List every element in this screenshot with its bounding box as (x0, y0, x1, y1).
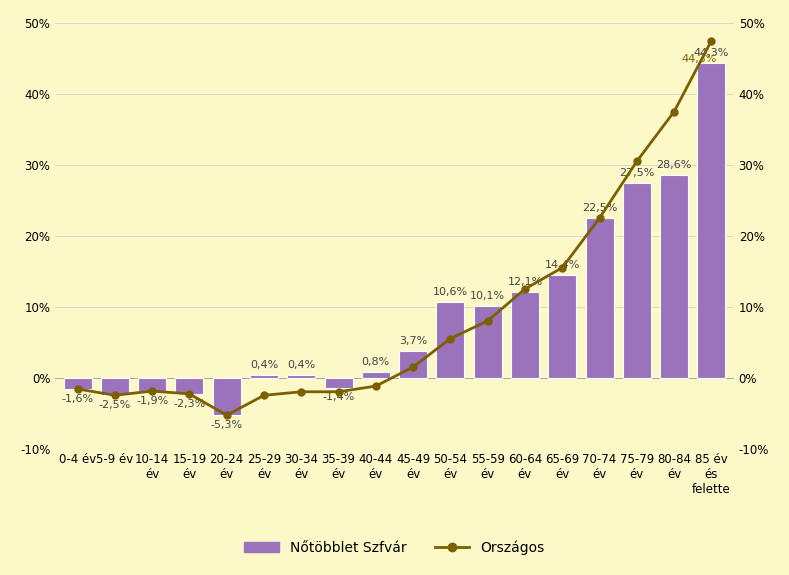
Text: -1,9%: -1,9% (136, 396, 168, 406)
Bar (138, 378, 166, 391)
Bar (660, 175, 688, 378)
Text: 22,5%: 22,5% (581, 203, 617, 213)
Bar (362, 372, 390, 378)
Legend: Nőtöbblet Szfvár, Országos: Nőtöbblet Szfvár, Országos (239, 535, 550, 561)
Text: -2,5%: -2,5% (99, 400, 131, 411)
Text: 14,4%: 14,4% (544, 260, 580, 270)
Bar (511, 292, 539, 378)
Bar (250, 375, 278, 378)
Text: 28,6%: 28,6% (656, 160, 692, 170)
Bar (473, 306, 502, 378)
Text: -2,3%: -2,3% (174, 399, 206, 409)
Text: -5,3%: -5,3% (211, 420, 243, 430)
Bar (585, 218, 614, 378)
Bar (436, 302, 465, 378)
Bar (101, 378, 129, 396)
Bar (697, 63, 725, 378)
Text: 10,6%: 10,6% (433, 288, 468, 297)
Bar (213, 378, 241, 415)
Bar (287, 375, 316, 378)
Bar (399, 351, 427, 378)
Text: 0,4%: 0,4% (250, 360, 279, 370)
Text: 10,1%: 10,1% (470, 291, 505, 301)
Text: 44,3%: 44,3% (682, 54, 717, 64)
Bar (64, 378, 92, 389)
Text: 0,4%: 0,4% (287, 360, 316, 370)
Text: 3,7%: 3,7% (399, 336, 428, 346)
Bar (324, 378, 353, 388)
Text: 0,8%: 0,8% (361, 357, 390, 367)
Text: -1,4%: -1,4% (323, 393, 355, 402)
Text: 12,1%: 12,1% (507, 277, 543, 287)
Text: 44,3%: 44,3% (694, 48, 729, 59)
Bar (175, 378, 204, 394)
Text: -1,6%: -1,6% (62, 394, 94, 404)
Text: 27,5%: 27,5% (619, 167, 655, 178)
Bar (548, 275, 576, 378)
Bar (623, 183, 651, 378)
